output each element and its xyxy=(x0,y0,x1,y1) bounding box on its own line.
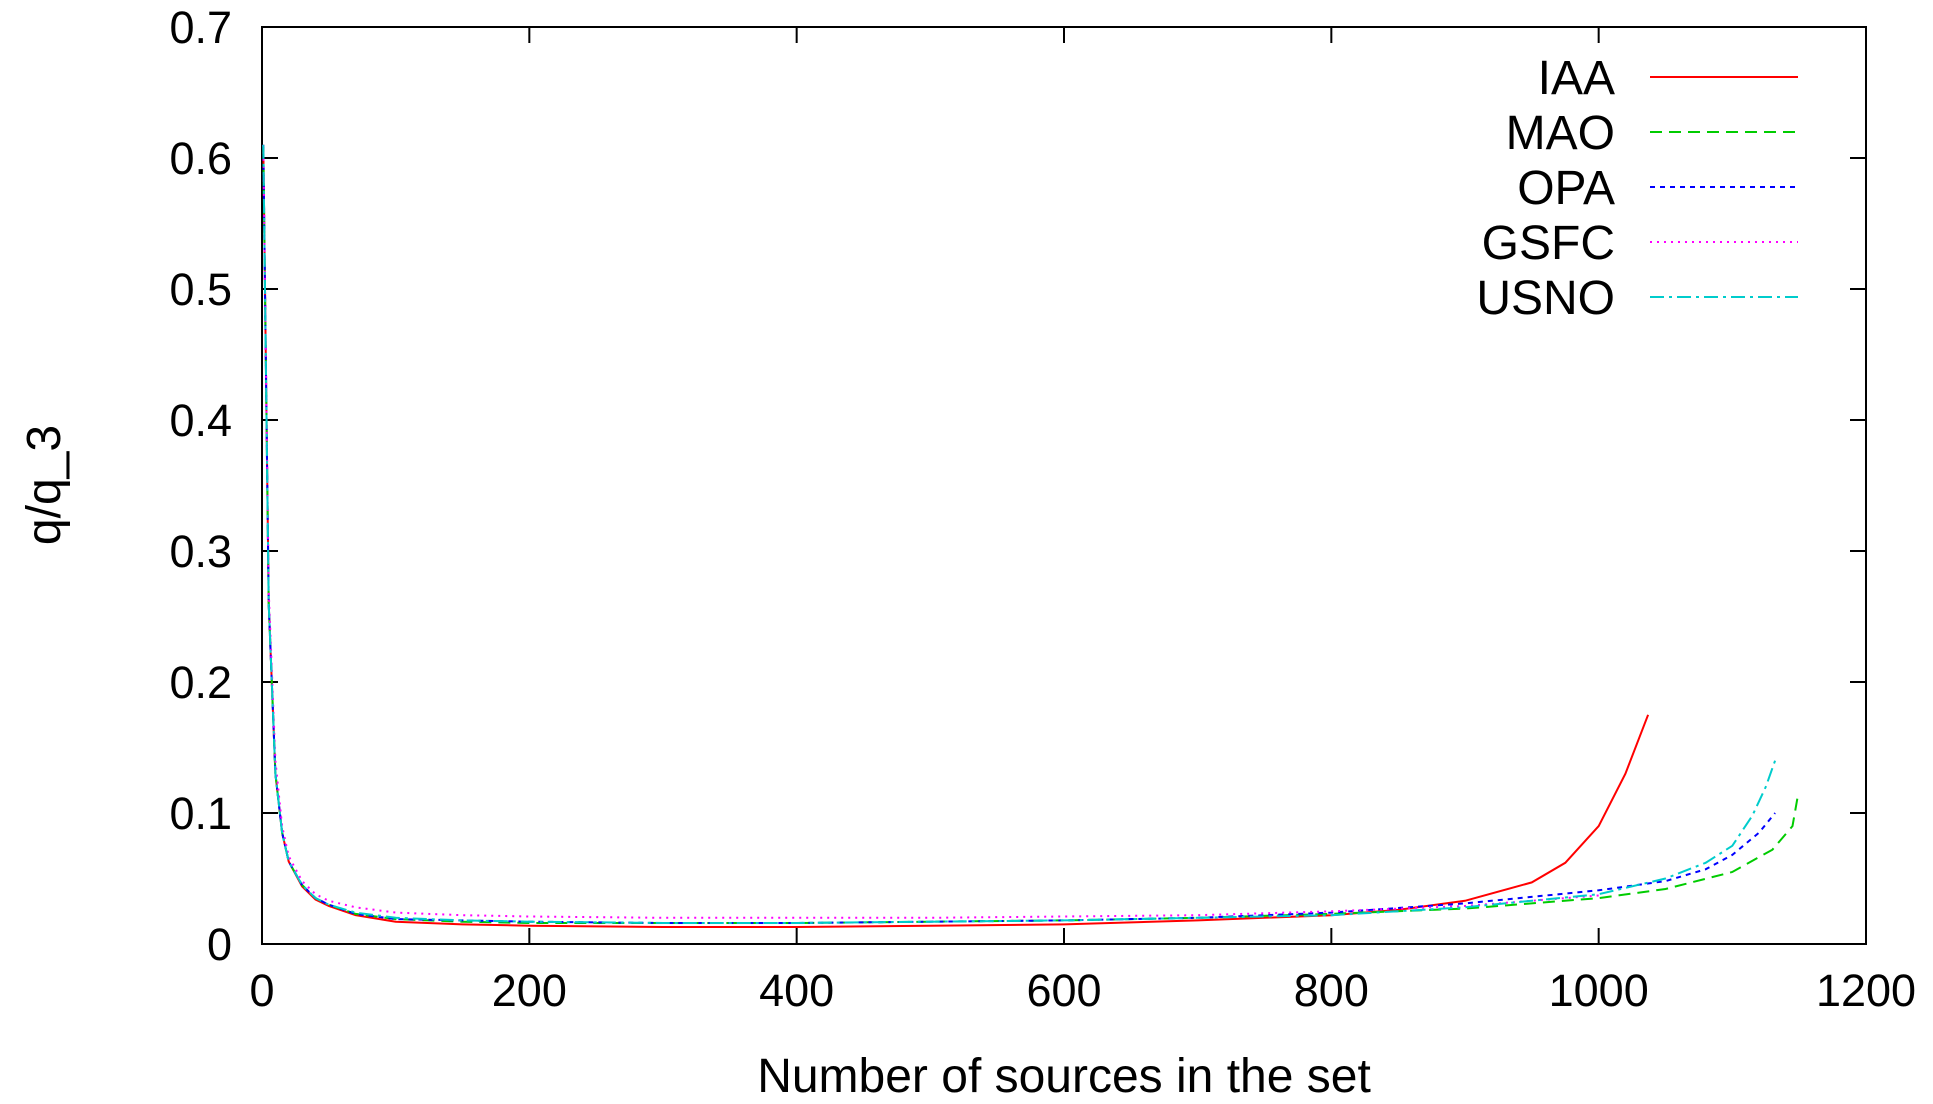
x-tick-label: 600 xyxy=(1026,965,1101,1016)
y-tick-label: 0 xyxy=(207,919,232,970)
x-tick-label: 1000 xyxy=(1549,965,1649,1016)
series-lines xyxy=(262,144,1799,928)
legend-label-mao: MAO xyxy=(1506,107,1615,160)
x-tick-label: 400 xyxy=(759,965,834,1016)
series-line-usno xyxy=(262,144,1777,924)
y-tick-label: 0.6 xyxy=(169,133,232,184)
series-line-gsfc xyxy=(262,144,1599,919)
y-tick-label: 0.7 xyxy=(169,2,232,53)
legend-label-usno: USNO xyxy=(1476,272,1615,325)
x-tick-label: 0 xyxy=(249,965,274,1016)
legend-label-iaa: IAA xyxy=(1538,52,1615,105)
axis-ticks: 0 200 400 600 800 1000 1200 0 0.1 0.2 0.3 0.4 0.5 0.6… xyxy=(169,2,1916,1016)
y-tick-label: 0.4 xyxy=(169,395,232,446)
x-tick-label: 1200 xyxy=(1816,965,1916,1016)
y-tick-label: 0.2 xyxy=(169,657,232,708)
x-axis-title: Number of sources in the set xyxy=(757,1050,1371,1103)
series-line-iaa xyxy=(262,144,1650,928)
x-tick-label: 200 xyxy=(492,965,567,1016)
x-tick-label: 800 xyxy=(1294,965,1369,1016)
y-axis-title: q/q_3 xyxy=(18,425,71,545)
series-line-mao xyxy=(262,144,1799,924)
legend-label-opa: OPA xyxy=(1517,162,1615,215)
plot-frame xyxy=(261,26,1867,945)
y-tick-label: 0.5 xyxy=(169,264,232,315)
y-tick-label: 0.3 xyxy=(169,526,232,577)
legend-label-gsfc: GSFC xyxy=(1482,217,1615,270)
y-tick-label: 0.1 xyxy=(169,788,232,839)
